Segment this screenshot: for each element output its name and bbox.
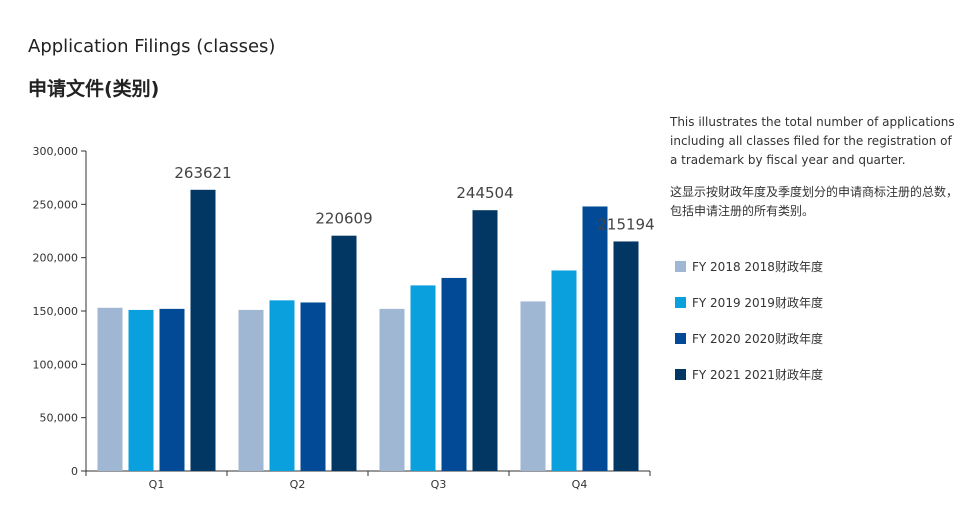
x-tick-label: Q3 xyxy=(431,478,447,491)
y-tick-label: 50,000 xyxy=(40,412,79,425)
bar xyxy=(159,308,185,471)
x-tick-label: Q2 xyxy=(290,478,306,491)
y-tick-label: 0 xyxy=(71,465,78,478)
legend-item[interactable]: FY 2021 2021财政年度 xyxy=(675,365,823,383)
legend-swatch xyxy=(675,332,686,344)
bar xyxy=(128,309,154,471)
legend-swatch xyxy=(675,260,686,272)
chart-title-en: Application Filings (classes) xyxy=(28,36,276,57)
bar xyxy=(190,189,216,471)
bar xyxy=(238,309,264,471)
legend-label: FY 2021 2021财政年度 xyxy=(692,367,823,382)
x-tick-label: Q4 xyxy=(572,478,588,491)
bar-data-label: 220609 xyxy=(315,210,372,228)
legend-label: FY 2020 2020财政年度 xyxy=(692,331,823,346)
legend-swatch xyxy=(675,296,686,308)
y-tick-label: 100,000 xyxy=(33,358,79,371)
legend-label: FY 2018 2018财政年度 xyxy=(692,259,823,274)
bar xyxy=(441,277,467,471)
description-zh: 这显示按财政年度及季度划分的申请商标注册的总数，包括申请注册的所有类别。 xyxy=(670,185,959,218)
y-tick-label: 250,000 xyxy=(33,198,79,211)
bar xyxy=(582,206,608,471)
bar xyxy=(269,300,295,471)
y-tick-label: 300,000 xyxy=(33,145,79,158)
bar xyxy=(97,307,123,471)
bar xyxy=(300,302,326,471)
bar xyxy=(379,308,405,471)
bar xyxy=(551,270,577,471)
bar-chart: 0 50,000 100,000 150,000 200,000 250,000 300,0… xyxy=(33,145,655,491)
bar xyxy=(472,210,498,471)
chart-title-zh: 申请文件(类别) xyxy=(28,78,160,100)
x-tick-label: Q1 xyxy=(149,478,165,491)
bar xyxy=(331,235,357,471)
legend-item[interactable]: FY 2018 2018财政年度 xyxy=(675,257,823,275)
legend-item[interactable]: FY 2019 2019财政年度 xyxy=(675,293,823,311)
bar xyxy=(613,241,639,471)
bar-data-label: 215194 xyxy=(597,215,654,233)
y-tick-label: 200,000 xyxy=(33,252,79,265)
bar xyxy=(410,285,436,471)
bar-data-label: 263621 xyxy=(174,164,231,182)
bar xyxy=(520,301,546,471)
chart-legend: FY 2018 2018财政年度 FY 2019 2019财政年度 FY 2020 … xyxy=(675,257,823,401)
description-en: This illustrates the total number of app… xyxy=(670,115,955,167)
legend-swatch xyxy=(675,368,686,380)
y-tick-label: 150,000 xyxy=(33,305,79,318)
legend-label: FY 2019 2019财政年度 xyxy=(692,295,823,310)
bar-data-label: 244504 xyxy=(456,184,513,202)
legend-item[interactable]: FY 2020 2020财政年度 xyxy=(675,329,823,347)
